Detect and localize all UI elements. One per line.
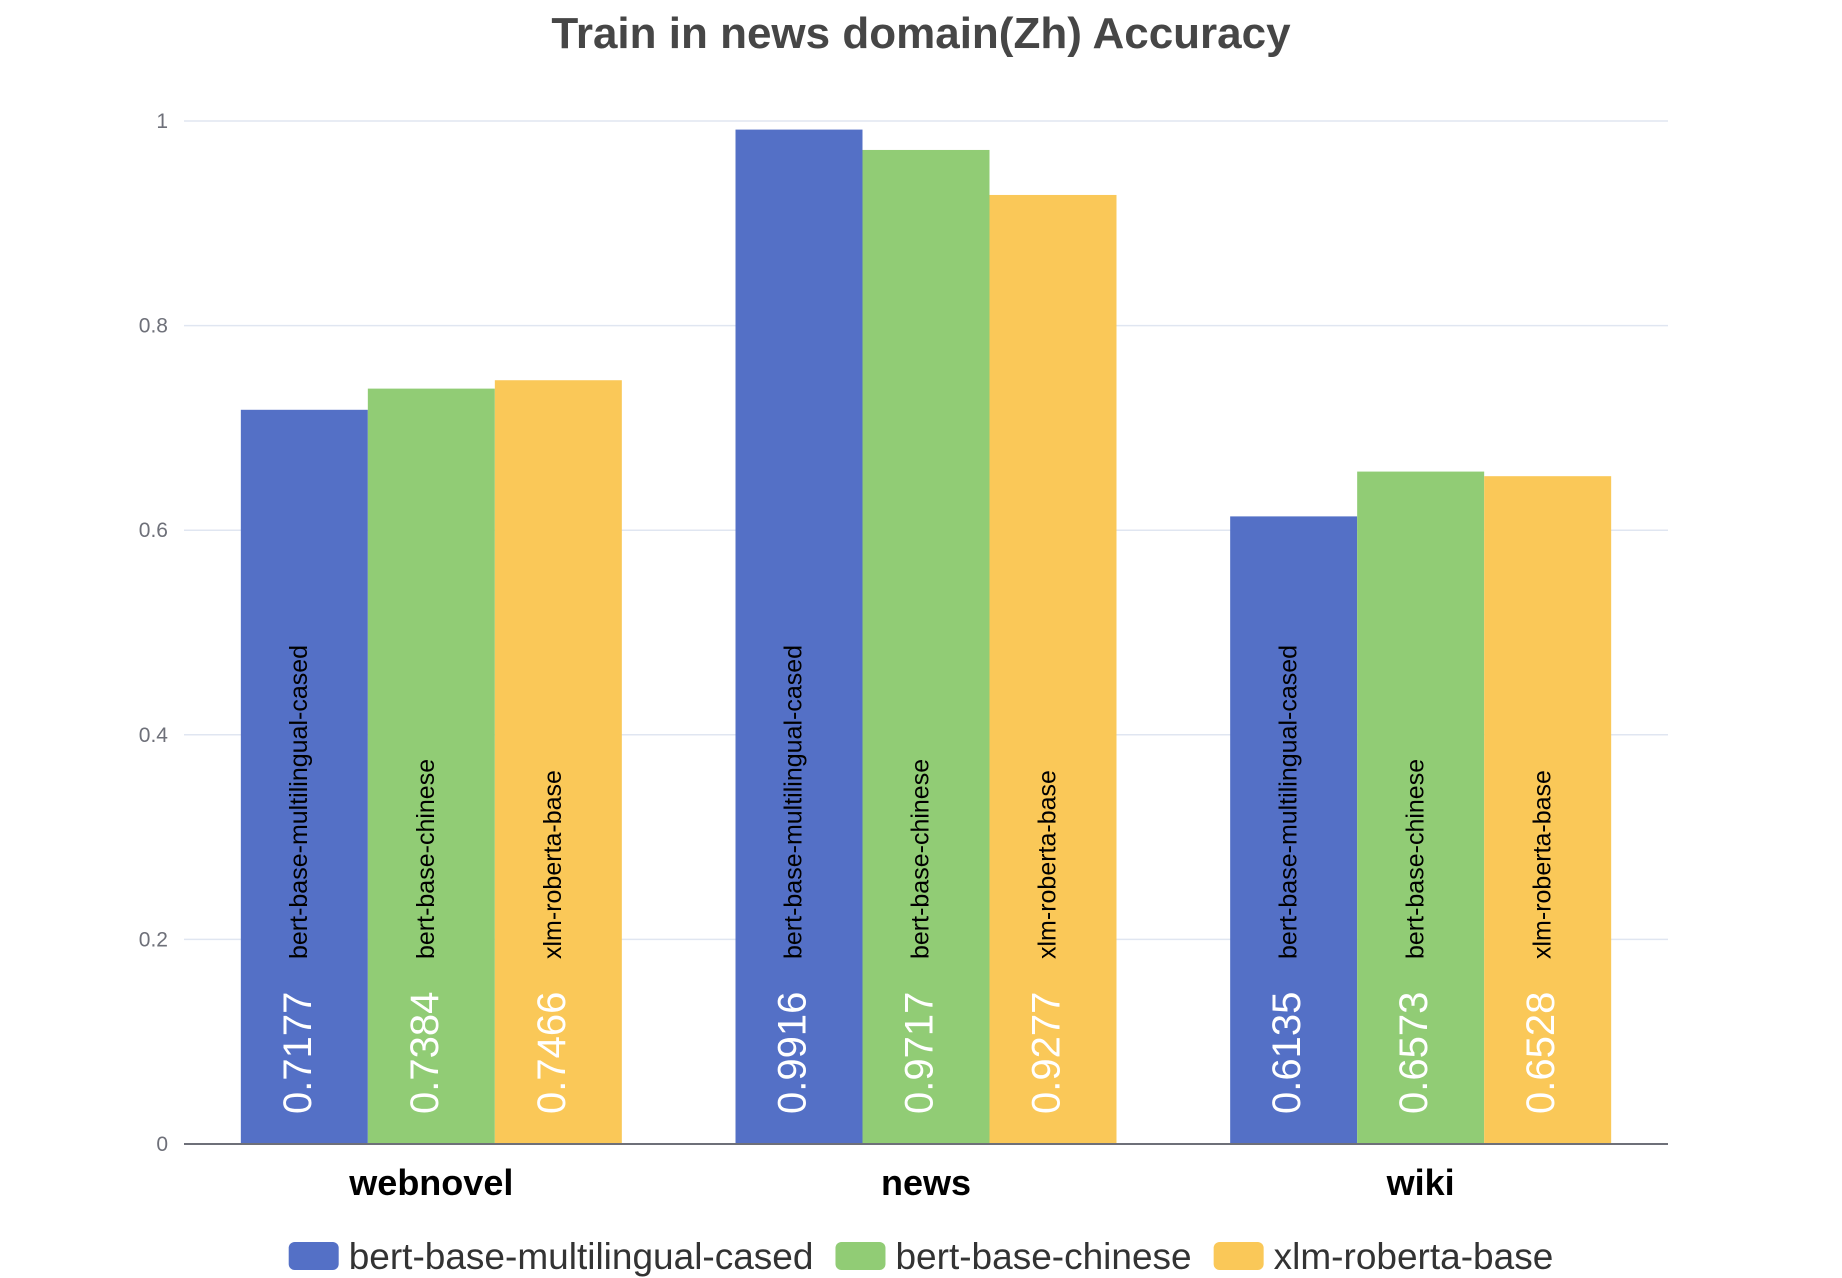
y-tick-label: 0.8 xyxy=(139,315,168,338)
x-tick-label: wiki xyxy=(1386,1162,1455,1203)
y-tick-label: 0 xyxy=(156,1133,168,1156)
x-tick-label: news xyxy=(881,1162,971,1203)
bar-series-label: xlm-roberta-base xyxy=(1034,770,1062,959)
bar-series-label: bert-base-chinese xyxy=(1401,759,1429,959)
bar-wiki-bert-base-multilingual-cased xyxy=(1230,516,1358,1144)
x-tick-label: webnovel xyxy=(348,1162,513,1203)
bar-value-label: 0.7384 xyxy=(403,992,447,1114)
y-axis-ticks: 0 0.2 0.4 0.6 0.8 1 xyxy=(139,110,169,1156)
legend-label: bert-base-chinese xyxy=(895,1236,1191,1277)
legend-swatch xyxy=(1213,1242,1264,1270)
bar-series-label: xlm-roberta-base xyxy=(539,770,567,959)
bar-series-label: bert-base-chinese xyxy=(412,759,440,959)
legend-item-bert-base-chinese[interactable]: bert-base-chinese xyxy=(835,1236,1192,1277)
bars: 0.7177 bert-base-multilingual-cased 0.7384… xyxy=(240,129,1612,1145)
chart-title: Train in news domain(Zh) Accuracy xyxy=(551,9,1291,58)
legend: bert-base-multilingual-cased bert-base-ch… xyxy=(288,1236,1554,1277)
bar-webnovel-bert-base-chinese xyxy=(367,388,495,1144)
legend-item-bert-base-multilingual-cased[interactable]: bert-base-multilingual-cased xyxy=(288,1236,814,1277)
bar-series-label: bert-base-multilingual-cased xyxy=(285,645,313,959)
bar-news-bert-base-multilingual-cased xyxy=(735,129,863,1144)
legend-item-xlm-roberta-base[interactable]: xlm-roberta-base xyxy=(1213,1236,1554,1277)
y-tick-label: 0.6 xyxy=(139,519,168,542)
bar-value-label: 0.7177 xyxy=(276,992,320,1114)
bar-value-label: 0.9277 xyxy=(1025,992,1069,1114)
bar-value-label: 0.6528 xyxy=(1519,992,1563,1114)
bar-wiki-bert-base-chinese xyxy=(1357,471,1485,1144)
bar-value-label: 0.9717 xyxy=(898,992,942,1114)
bar-value-label: 0.6135 xyxy=(1265,992,1309,1114)
legend-swatch xyxy=(835,1242,886,1270)
legend-swatch xyxy=(288,1242,339,1270)
y-tick-label: 0.2 xyxy=(139,928,168,951)
bar-value-label: 0.6573 xyxy=(1392,992,1436,1114)
y-tick-label: 1 xyxy=(156,110,168,133)
bar-series-label: bert-base-multilingual-cased xyxy=(1274,645,1302,959)
bar-value-label: 0.7466 xyxy=(530,992,574,1114)
bar-news-bert-base-chinese xyxy=(862,149,990,1144)
bar-webnovel-bert-base-multilingual-cased xyxy=(240,409,368,1144)
bar-wiki-xlm-roberta-base xyxy=(1484,476,1612,1144)
bar-news-xlm-roberta-base xyxy=(989,194,1117,1145)
bar-webnovel-xlm-roberta-base xyxy=(494,380,622,1144)
bar-series-label: bert-base-multilingual-cased xyxy=(780,645,808,959)
bar-series-label: xlm-roberta-base xyxy=(1528,770,1556,959)
bar-series-label: bert-base-chinese xyxy=(907,759,935,959)
y-tick-label: 0.4 xyxy=(139,724,169,747)
bar-value-label: 0.9916 xyxy=(771,992,815,1114)
legend-label: xlm-roberta-base xyxy=(1274,1236,1554,1277)
x-axis-ticks: webnovel news wiki xyxy=(348,1162,1454,1203)
legend-label: bert-base-multilingual-cased xyxy=(349,1236,814,1277)
